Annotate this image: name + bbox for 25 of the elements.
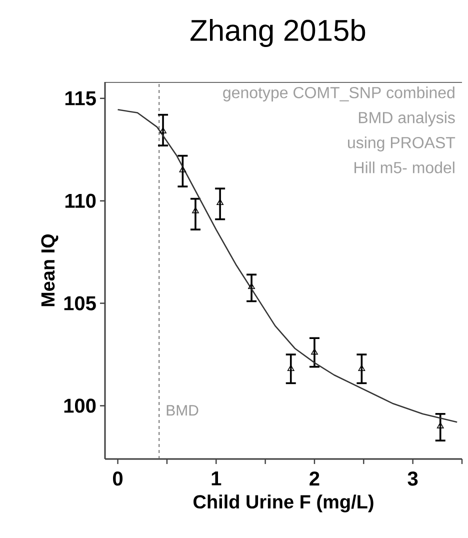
annotation: BMD analysis — [358, 112, 455, 126]
x-tick-label: 3 — [408, 472, 418, 486]
y-tick-label: 110 — [65, 194, 96, 208]
annotation: Hill m5- model — [354, 162, 454, 174]
x-axis-title: Child Urine F (mg/L) — [194, 494, 374, 512]
point — [287, 364, 294, 371]
point — [358, 364, 366, 371]
ref-line-label: BMD — [166, 405, 198, 416]
annotation: using PROAST — [348, 136, 456, 152]
point — [192, 207, 199, 214]
point — [216, 198, 224, 206]
x-tick-label: 1 — [212, 472, 222, 486]
point — [160, 127, 166, 134]
y-tick-label: 105 — [64, 296, 96, 310]
y-axis-title: Mean IQ — [41, 234, 58, 306]
x-tick-label: 0 — [113, 472, 123, 486]
y-tick-label: 100 — [64, 398, 96, 413]
point — [311, 348, 318, 355]
point — [436, 422, 444, 428]
annotation: genotype COMT_SNP combined — [223, 86, 454, 102]
y-tick-label: 115 — [65, 91, 96, 106]
point — [248, 282, 255, 290]
x-tick-label: 2 — [310, 472, 320, 486]
point — [179, 166, 186, 172]
chart-title: Zhang 2015b — [190, 19, 366, 47]
